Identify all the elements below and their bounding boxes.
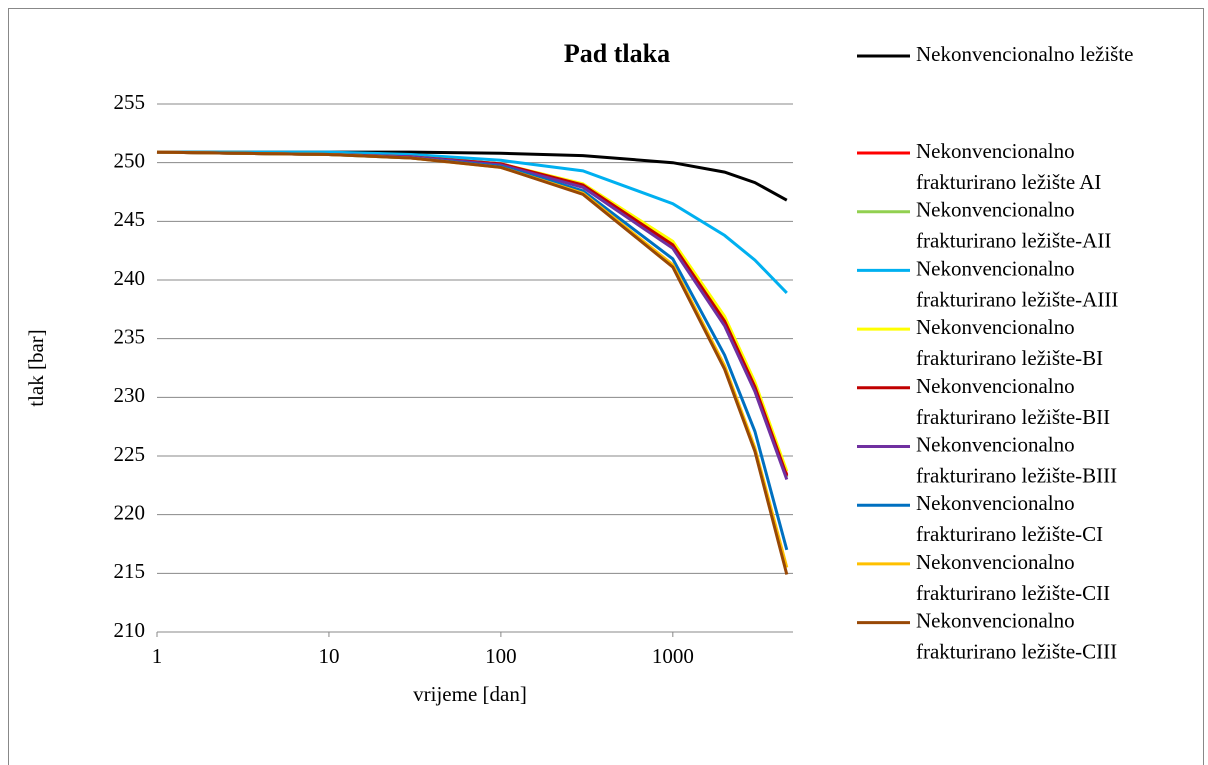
x-tick-label: 1	[152, 644, 163, 668]
legend-label-line: Nekonvencionalno	[916, 550, 1075, 574]
legend-label: Nekonvencionalno frakturirano ležište-CI	[916, 491, 1103, 546]
legend-label-line: Nekonvencionalno	[916, 315, 1075, 339]
legend-label: Nekonvencionalno frakturirano ležište-CII…	[916, 608, 1117, 663]
y-tick-label: 230	[114, 383, 146, 407]
x-tick-label: 1000	[652, 644, 694, 668]
chart-title: Pad tlaka	[564, 39, 670, 68]
legend-label-line: frakturirano ležište-AII	[916, 229, 1111, 253]
legend-label-line: frakturirano ležište-BI	[916, 346, 1103, 370]
legend-label-line: frakturirano ležište-BIII	[916, 463, 1117, 487]
legend-label-line: frakturirano ležište-AIII	[916, 287, 1118, 311]
y-tick-label: 240	[114, 266, 146, 290]
legend-label-line: frakturirano ležište-CI	[916, 522, 1103, 546]
legend-label: Nekonvencionalno frakturirano ležište-AII	[916, 198, 1111, 253]
y-tick-label: 220	[114, 500, 146, 524]
legend-label-line: Nekonvencionalno	[916, 608, 1075, 632]
series-line	[157, 150, 788, 294]
y-tick-label: 210	[114, 618, 146, 642]
legend-label-line: Nekonvencionalno	[916, 432, 1075, 456]
legend-label-line: Nekonvencionalno	[916, 198, 1075, 222]
y-axis-label: tlak [bar]	[24, 329, 48, 407]
legend-label-line: Nekonvencionalno	[916, 139, 1075, 163]
legend-label: Nekonvencionalno frakturirano ležište-BII	[916, 374, 1110, 429]
y-tick-label: 250	[114, 148, 146, 172]
legend-label-line: Nekonvencionalno	[916, 491, 1075, 515]
y-tick-label: 215	[114, 559, 146, 583]
legend-label-line: Nekonvencionalno	[916, 256, 1075, 280]
legend-label-line: frakturirano ležište AI	[916, 170, 1101, 194]
legend-label: Nekonvencionalno frakturirano ležište-BII…	[916, 432, 1117, 487]
x-axis-label: vrijeme [dan]	[413, 682, 527, 706]
legend-label-line: frakturirano ležište-CIII	[916, 639, 1117, 663]
legend-label: Nekonvencionalno frakturirano ležište-CII	[916, 550, 1110, 605]
legend-label: Nekonvencionalno ležište	[916, 42, 1134, 66]
y-tick-label: 235	[114, 324, 146, 348]
legend-label: Nekonvencionalno frakturirano ležište-BI	[916, 315, 1103, 370]
y-tick-label: 225	[114, 442, 146, 466]
legend-label-line: frakturirano ležište-CII	[916, 581, 1110, 605]
x-tick-label: 10	[318, 644, 339, 668]
series-line	[156, 150, 789, 575]
y-tick-label: 255	[114, 90, 146, 114]
legend-label-line: frakturirano ležište-BII	[916, 405, 1110, 429]
legend-label: Nekonvencionalno frakturirano ležište-AII…	[916, 256, 1118, 311]
chart-border	[8, 8, 1204, 765]
legend-label-line: Nekonvencionalno	[916, 374, 1075, 398]
legend-label: Nekonvencionalno frakturirano ležište AI	[916, 139, 1101, 194]
x-tick-label: 100	[485, 644, 517, 668]
y-tick-label: 245	[114, 207, 146, 231]
